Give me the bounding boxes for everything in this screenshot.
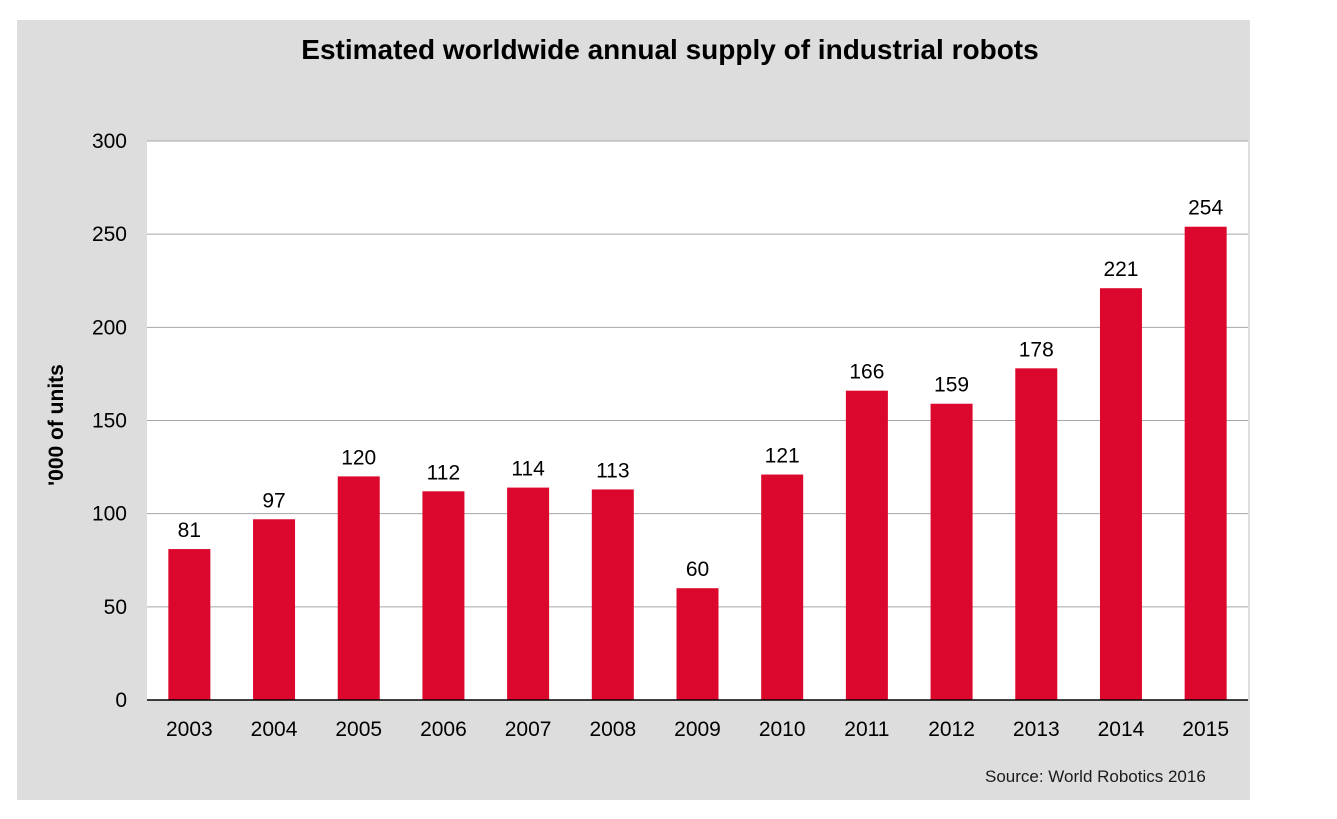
bar-2013 bbox=[1015, 368, 1058, 700]
data-label-2009: 60 bbox=[686, 558, 709, 581]
x-tick-label: 2008 bbox=[589, 718, 636, 741]
data-label-2012: 159 bbox=[934, 374, 969, 397]
y-tick-label: 100 bbox=[92, 503, 127, 526]
data-label-2014: 221 bbox=[1103, 258, 1138, 281]
y-tick-label: 300 bbox=[92, 130, 127, 153]
y-tick-label: 200 bbox=[92, 316, 127, 339]
bar-2003 bbox=[168, 549, 211, 700]
x-tick-label: 2007 bbox=[505, 718, 552, 741]
data-label-2007: 114 bbox=[511, 458, 545, 481]
y-tick-label: 0 bbox=[115, 689, 127, 712]
x-tick-label: 2004 bbox=[251, 718, 298, 741]
x-tick-label: 2012 bbox=[928, 718, 975, 741]
data-label-2005: 120 bbox=[341, 446, 376, 469]
y-tick-label: 250 bbox=[92, 223, 127, 246]
bar-2008 bbox=[591, 489, 634, 700]
bar-2006 bbox=[422, 491, 465, 700]
data-label-2015: 254 bbox=[1188, 197, 1223, 220]
x-tick-label: 2014 bbox=[1098, 718, 1145, 741]
x-tick-label: 2005 bbox=[335, 718, 382, 741]
x-tick-label: 2015 bbox=[1182, 718, 1229, 741]
data-label-2013: 178 bbox=[1019, 338, 1054, 361]
data-label-2006: 112 bbox=[427, 461, 460, 484]
bar-2012 bbox=[930, 403, 973, 700]
y-axis-ticks: 0 50 100 150 200 250 300 bbox=[92, 130, 127, 712]
bar-2004 bbox=[253, 519, 296, 700]
chart-title: Estimated worldwide annual supply of ind… bbox=[301, 34, 1039, 65]
bar-2007 bbox=[507, 487, 550, 700]
bar-2010 bbox=[761, 474, 804, 700]
x-tick-label: 2013 bbox=[1013, 718, 1060, 741]
bar-2015 bbox=[1184, 226, 1227, 701]
y-tick-label: 50 bbox=[104, 596, 127, 619]
data-label-2008: 113 bbox=[596, 459, 629, 482]
bar-2011 bbox=[845, 390, 888, 700]
x-tick-label: 2006 bbox=[420, 718, 467, 741]
bars bbox=[168, 226, 1227, 701]
bar-2009 bbox=[676, 588, 719, 700]
x-tick-label: 2010 bbox=[759, 718, 806, 741]
bar-2014 bbox=[1099, 288, 1142, 700]
x-tick-label: 2011 bbox=[844, 718, 889, 741]
x-tick-label: 2003 bbox=[166, 718, 213, 741]
data-label-2004: 97 bbox=[262, 489, 285, 512]
source-note: Source: World Robotics 2016 bbox=[985, 767, 1206, 786]
data-labels: 81 97 120 112 114 113 60 121 166 159 178 221 254 bbox=[178, 197, 1224, 581]
data-label-2011: 166 bbox=[849, 361, 884, 384]
x-tick-label: 2009 bbox=[674, 718, 721, 741]
bar-2005 bbox=[337, 476, 380, 700]
data-label-2003: 81 bbox=[178, 519, 201, 542]
data-label-2010: 121 bbox=[765, 445, 800, 468]
y-tick-label: 150 bbox=[92, 410, 127, 433]
x-axis-ticks: 2003 2004 2005 2006 2007 2008 2009 2010 2011 2012… bbox=[166, 718, 1229, 741]
